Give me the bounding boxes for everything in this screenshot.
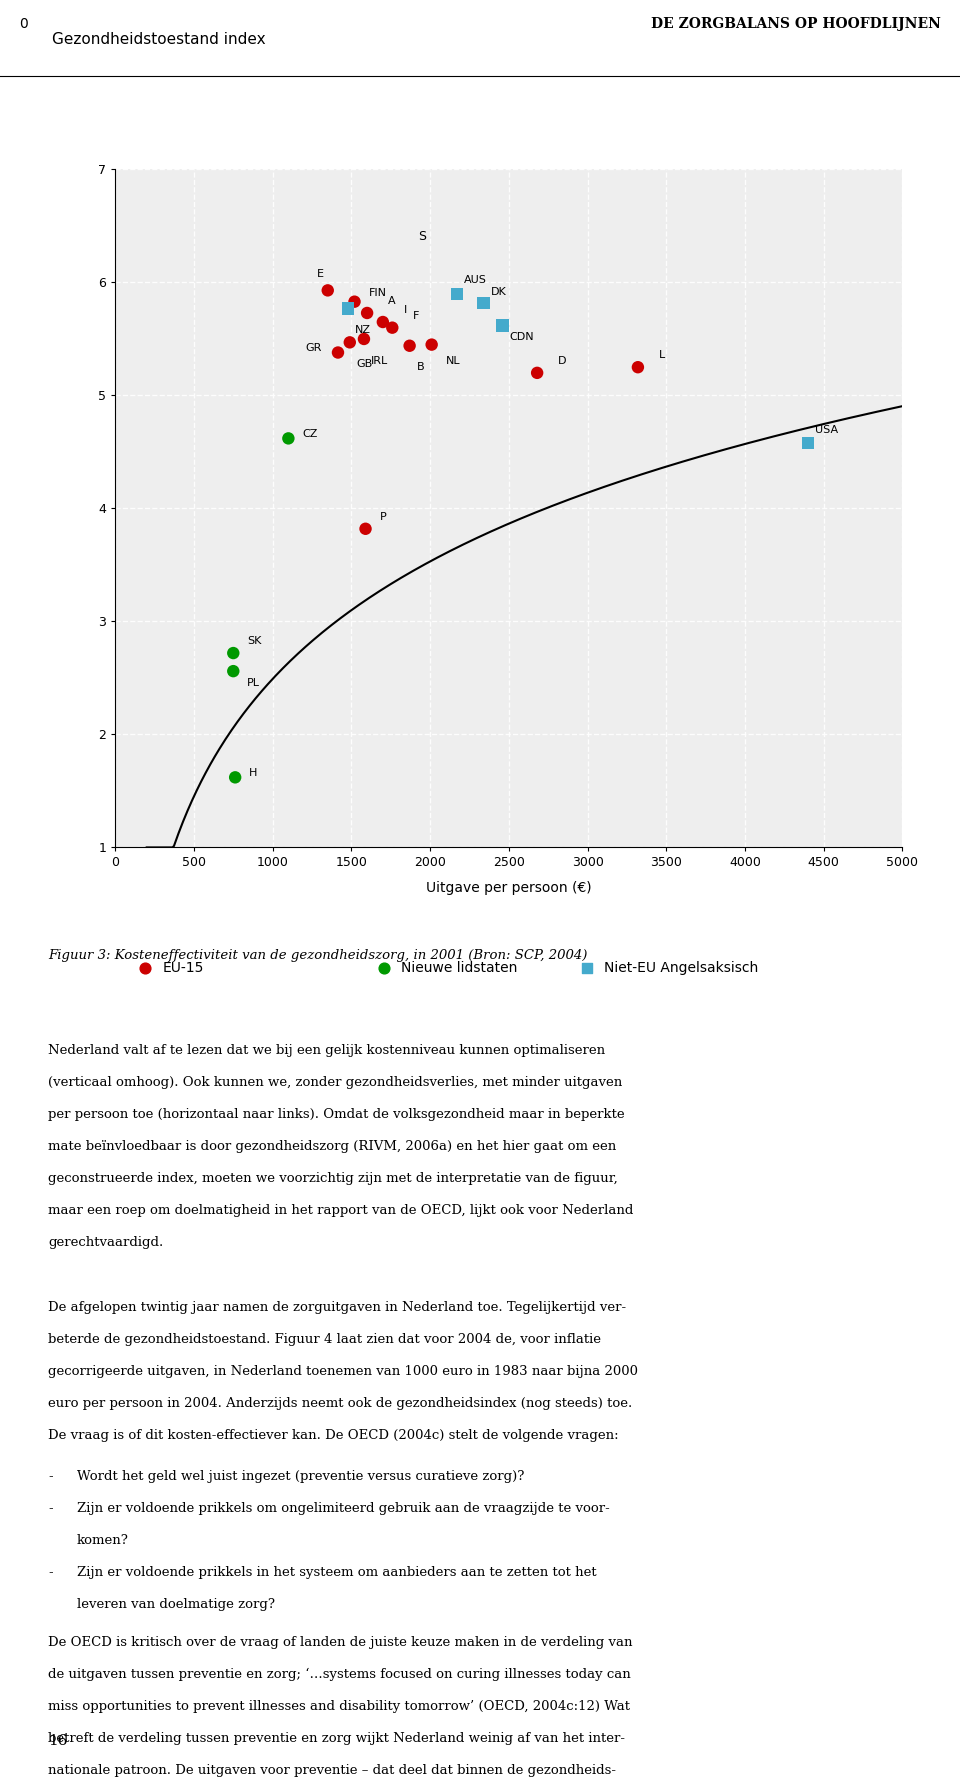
Text: 16: 16 [48, 1734, 67, 1748]
Text: IRL: IRL [371, 355, 388, 366]
Text: DK: DK [491, 287, 506, 298]
Point [424, 330, 440, 359]
Point [320, 277, 335, 305]
Point [402, 332, 418, 360]
Point [228, 764, 243, 792]
Text: -: - [48, 1470, 53, 1483]
Text: De vraag is of dit kosten-effectiever kan. De OECD (2004c) stelt de volgende vra: De vraag is of dit kosten-effectiever ka… [48, 1429, 618, 1441]
Text: miss opportunities to prevent illnesses and disability tomorrow’ (OECD, 2004c:12: miss opportunities to prevent illnesses … [48, 1700, 630, 1713]
Text: beterde de gezondheidstoestand. Figuur 4 laat zien dat voor 2004 de, voor inflat: beterde de gezondheidstoestand. Figuur 4… [48, 1333, 601, 1345]
Text: gerechtvaardigd.: gerechtvaardigd. [48, 1236, 163, 1249]
Text: CZ: CZ [302, 430, 318, 439]
Text: leveren van doelmatige zorg?: leveren van doelmatige zorg? [77, 1598, 275, 1611]
Text: NZ: NZ [355, 325, 372, 335]
Text: SK: SK [247, 637, 261, 646]
Point [330, 339, 346, 368]
Text: Zijn er voldoende prikkels om ongelimiteerd gebruik aan de vraagzijde te voor-: Zijn er voldoende prikkels om ongelimite… [77, 1502, 610, 1515]
Text: PL: PL [247, 678, 260, 689]
Point [347, 287, 362, 316]
Point [375, 309, 391, 337]
Point [801, 428, 816, 457]
Text: E: E [318, 269, 324, 280]
Text: (verticaal omhoog). Ook kunnen we, zonder gezondheidsverlies, met minder uitgave: (verticaal omhoog). Ook kunnen we, zonde… [48, 1076, 622, 1088]
Text: EU-15: EU-15 [163, 962, 204, 974]
Text: nationale patroon. De uitgaven voor preventie – dat deel dat binnen de gezondhei: nationale patroon. De uitgaven voor prev… [48, 1764, 616, 1777]
Point [280, 425, 296, 453]
Text: GB: GB [357, 359, 373, 369]
Text: FIN: FIN [369, 287, 386, 298]
Text: -: - [48, 1566, 53, 1579]
Text: de uitgaven tussen preventie en zorg; ‘…systems focused on curing illnesses toda: de uitgaven tussen preventie en zorg; ‘…… [48, 1668, 631, 1681]
Text: per persoon toe (horizontaal naar links). Omdat de volksgezondheid maar in beper: per persoon toe (horizontaal naar links)… [48, 1108, 625, 1120]
Point [342, 328, 357, 357]
Text: A: A [388, 296, 396, 307]
Text: mate beïnvloedbaar is door gezondheidszorg (RIVM, 2006a) en het hier gaat om een: mate beïnvloedbaar is door gezondheidszo… [48, 1140, 616, 1152]
Point [358, 514, 373, 542]
Text: 0: 0 [19, 18, 28, 30]
Text: Nederland valt af te lezen dat we bij een gelijk kostenniveau kunnen optimaliser: Nederland valt af te lezen dat we bij ee… [48, 1044, 605, 1056]
Text: USA: USA [815, 425, 838, 435]
Text: Figuur 3: Kosteneffectiviteit van de gezondheidszorg, in 2001 (Bron: SCP, 2004): Figuur 3: Kosteneffectiviteit van de gez… [48, 949, 588, 962]
Point [449, 280, 465, 309]
Text: betreft de verdeling tussen preventie en zorg wijkt Nederland weinig af van het : betreft de verdeling tussen preventie en… [48, 1732, 625, 1745]
Text: NL: NL [445, 355, 460, 366]
Text: P: P [379, 512, 386, 523]
Point [376, 953, 392, 981]
Point [226, 657, 241, 685]
Text: H: H [249, 769, 257, 778]
Point [494, 310, 510, 339]
Text: geconstrueerde index, moeten we voorzichtig zijn met de interpretatie van de fig: geconstrueerde index, moeten we voorzich… [48, 1172, 617, 1185]
Text: maar een roep om doelmatigheid in het rapport van de OECD, lijkt ook voor Nederl: maar een roep om doelmatigheid in het ra… [48, 1204, 634, 1217]
Point [630, 353, 645, 382]
Text: GR: GR [305, 343, 322, 353]
Point [359, 298, 374, 326]
Text: euro per persoon in 2004. Anderzijds neemt ook de gezondheidsindex (nog steeds) : euro per persoon in 2004. Anderzijds nee… [48, 1397, 633, 1409]
Text: D: D [558, 357, 566, 366]
Text: De afgelopen twintig jaar namen de zorguitgaven in Nederland toe. Tegelijkertijd: De afgelopen twintig jaar namen de zorgu… [48, 1301, 626, 1313]
Text: Zijn er voldoende prikkels in het systeem om aanbieders aan te zetten tot het: Zijn er voldoende prikkels in het systee… [77, 1566, 596, 1579]
Text: Niet-EU Angelsaksisch: Niet-EU Angelsaksisch [605, 962, 758, 974]
Text: gecorrigeerde uitgaven, in Nederland toenemen van 1000 euro in 1983 naar bijna 2: gecorrigeerde uitgaven, in Nederland toe… [48, 1365, 638, 1377]
Text: F: F [413, 310, 420, 321]
X-axis label: Uitgave per persoon (€): Uitgave per persoon (€) [426, 881, 591, 894]
Point [226, 639, 241, 667]
Point [385, 314, 400, 343]
Point [530, 359, 545, 387]
Text: komen?: komen? [77, 1534, 129, 1547]
Point [341, 294, 356, 323]
Text: S: S [419, 230, 426, 243]
Point [476, 289, 492, 318]
Text: Gezondheidstoestand index: Gezondheidstoestand index [52, 32, 266, 48]
Text: Nieuwe lidstaten: Nieuwe lidstaten [401, 962, 517, 974]
Point [137, 953, 153, 981]
Text: L: L [659, 350, 665, 360]
Text: CDN: CDN [510, 332, 534, 343]
Point [356, 325, 372, 353]
Text: I: I [404, 305, 407, 316]
Text: De OECD is kritisch over de vraag of landen de juiste keuze maken in de verdelin: De OECD is kritisch over de vraag of lan… [48, 1636, 633, 1648]
Text: DE ZORGBALANS OP HOOFDLIJNEN: DE ZORGBALANS OP HOOFDLIJNEN [651, 18, 941, 30]
Text: B: B [417, 362, 424, 373]
Text: Wordt het geld wel juist ingezet (preventie versus curatieve zorg)?: Wordt het geld wel juist ingezet (preven… [77, 1470, 524, 1483]
Text: AUS: AUS [464, 275, 487, 285]
Point [579, 953, 594, 981]
Text: -: - [48, 1502, 53, 1515]
